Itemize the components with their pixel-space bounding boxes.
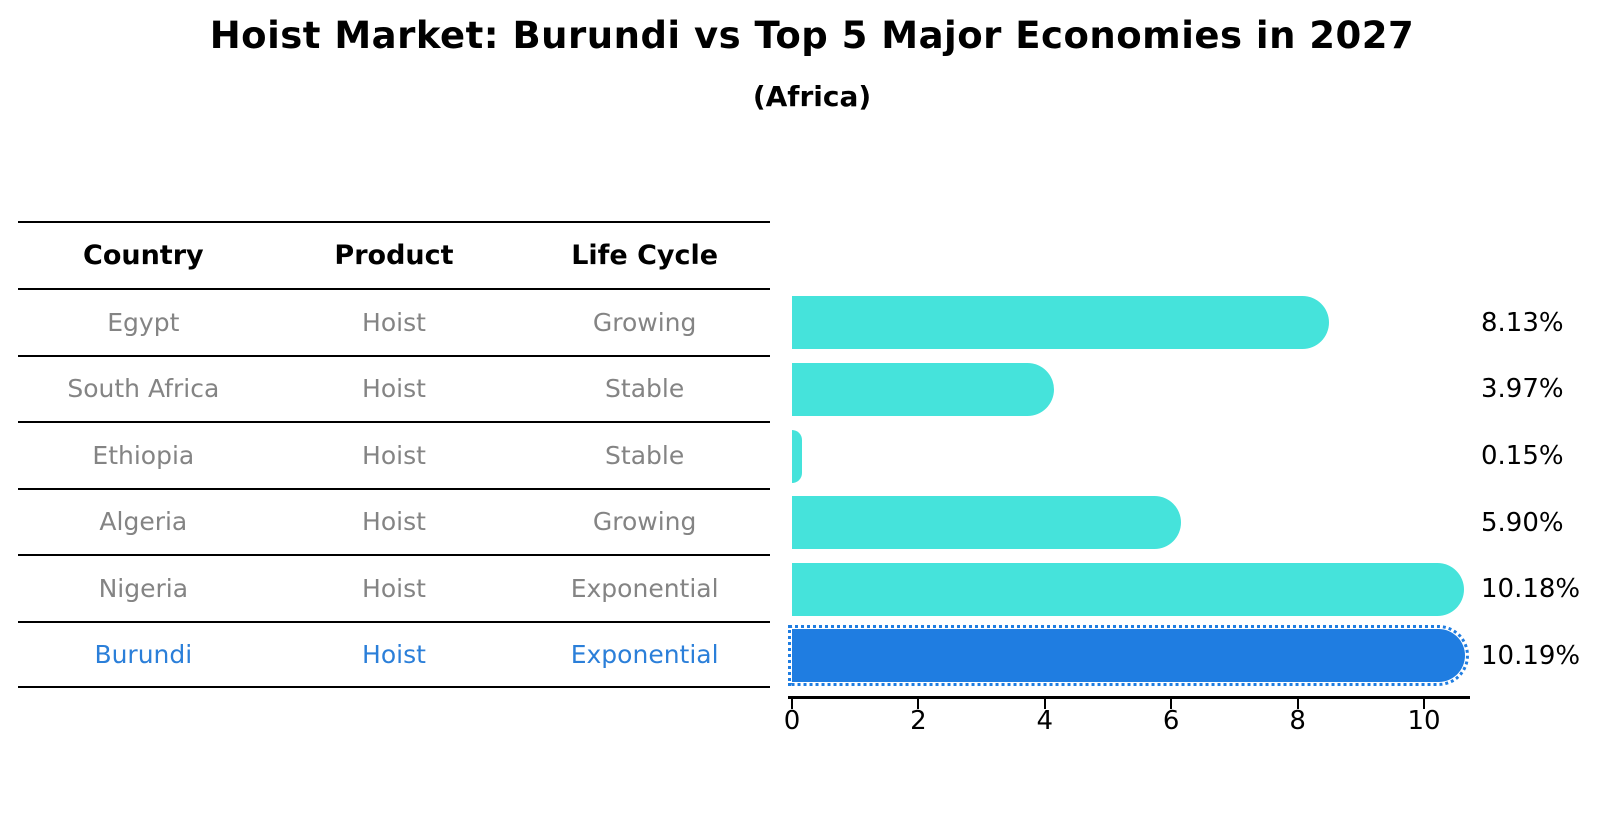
bar-algeria: [792, 496, 1182, 550]
chart-subtitle: (Africa): [752, 80, 872, 113]
bar-egypt: [792, 296, 1329, 350]
x-axis-line: [788, 696, 1470, 699]
table-row: Egypt Hoist Growing: [18, 288, 770, 355]
x-tick-label: 10: [1407, 706, 1441, 736]
cell-product: Hoist: [362, 507, 426, 537]
value-label-ethiopia: 0.15%: [1481, 441, 1564, 472]
column-header-country: Country: [83, 240, 204, 271]
value-label-nigeria: 10.18%: [1481, 574, 1581, 605]
bar-ethiopia: [792, 429, 802, 483]
table-row: South Africa Hoist Stable: [18, 354, 770, 422]
cell-country: Egypt: [107, 307, 180, 337]
cell-country: Ethiopia: [92, 440, 195, 470]
cell-country: South Africa: [67, 374, 220, 404]
value-label-south-africa: 3.97%: [1481, 374, 1564, 405]
cell-life-cycle: Growing: [592, 307, 697, 337]
bar-nigeria: [792, 562, 1464, 616]
bar-south-africa: [792, 362, 1055, 416]
x-tick: [791, 699, 793, 709]
cell-product: Hoist: [362, 639, 426, 669]
cell-country: Burundi: [94, 639, 193, 669]
x-tick: [1043, 699, 1046, 709]
table-row: Burundi Hoist Exponential: [18, 620, 770, 688]
column-header-product: Product: [334, 240, 454, 271]
cell-life-cycle: Exponential: [570, 573, 719, 603]
x-tick-label: 8: [1289, 706, 1306, 736]
cell-country: Nigeria: [98, 573, 189, 603]
bar-burundi: [788, 625, 1469, 687]
value-label-burundi: 10.19%: [1481, 640, 1581, 671]
data-table: Country Product Life Cycle Egypt Hoist G…: [18, 221, 770, 688]
table-row: Algeria Hoist Growing: [18, 487, 770, 555]
x-tick-label: 6: [1162, 706, 1180, 736]
cell-product: Hoist: [362, 374, 426, 404]
x-tick-label: 2: [910, 706, 927, 736]
cell-life-cycle: Exponential: [570, 639, 719, 669]
x-tick-label: 4: [1036, 706, 1054, 736]
cell-product: Hoist: [362, 440, 426, 470]
cell-life-cycle: Stable: [605, 374, 685, 404]
cell-product: Hoist: [362, 573, 426, 603]
table-row: Ethiopia Hoist Stable: [18, 421, 770, 488]
cell-life-cycle: Growing: [592, 507, 697, 537]
x-tick: [1170, 699, 1173, 709]
column-header-life-cycle: Life Cycle: [571, 240, 719, 271]
chart-title: Hoist Market: Burundi vs Top 5 Major Eco…: [209, 14, 1415, 57]
table-header-row: Country Product Life Cycle: [18, 221, 770, 288]
x-tick: [1423, 699, 1425, 709]
cell-country: Algeria: [99, 507, 188, 537]
table-body: Egypt Hoist Growing South Africa Hoist S…: [18, 288, 770, 688]
cell-product: Hoist: [362, 307, 426, 337]
value-label-egypt: 8.13%: [1481, 307, 1564, 338]
x-tick-label: 0: [783, 706, 801, 736]
cell-life-cycle: Stable: [605, 440, 685, 470]
table-row: Nigeria Hoist Exponential: [18, 554, 770, 621]
x-tick: [1296, 699, 1299, 709]
x-tick: [917, 699, 920, 709]
value-label-algeria: 5.90%: [1481, 507, 1564, 538]
